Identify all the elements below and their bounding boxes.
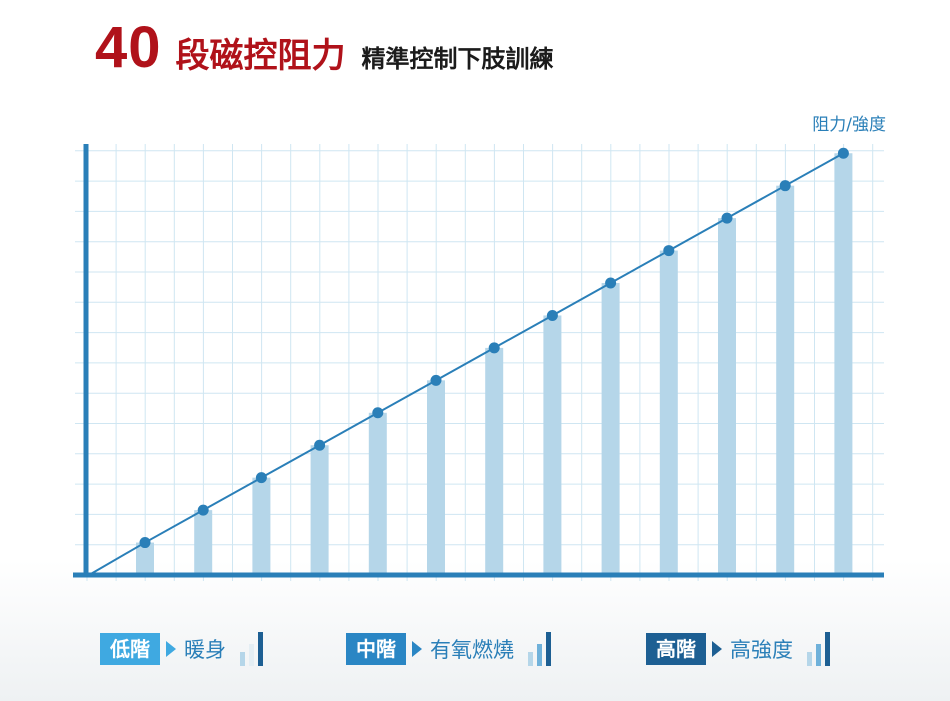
level-bar: [537, 644, 542, 666]
data-point: [663, 245, 675, 257]
data-point: [139, 537, 151, 549]
level-bar: [249, 644, 254, 666]
header: 40 段磁控阻力 精準控制下肢訓練: [95, 14, 554, 84]
legend-tag-mid: 中階: [346, 633, 406, 665]
bar: [427, 380, 445, 575]
bar: [718, 218, 736, 576]
page-title: 段磁控阻力: [175, 36, 346, 76]
level-bar: [546, 632, 551, 666]
data-point: [197, 504, 209, 516]
data-point: [779, 180, 791, 192]
resistance-level-count: 40: [95, 15, 162, 80]
bar: [485, 347, 504, 575]
data-point: [372, 407, 384, 419]
level-bar: [258, 632, 263, 666]
legend-tag-low: 低階: [100, 633, 160, 665]
data-point: [605, 277, 617, 289]
data-point: [837, 147, 849, 159]
arrow-right-icon: [166, 641, 176, 657]
legend-desc-high: 高強度: [730, 638, 793, 662]
bar: [834, 153, 853, 576]
bar: [252, 477, 271, 575]
data-point: [430, 374, 442, 386]
bar: [659, 250, 678, 576]
data-point: [546, 309, 558, 321]
legend-desc-low: 暖身: [184, 638, 226, 662]
legend-tag-high: 高階: [646, 633, 706, 665]
bar: [136, 542, 154, 575]
page-subtitle: 精準控制下肢訓練: [361, 45, 554, 73]
legend-high: 高階 高強度: [646, 631, 830, 667]
level-bar: [816, 644, 821, 666]
level-bars-icon: [240, 632, 263, 666]
data-point: [255, 472, 267, 484]
legend-desc-mid: 有氧燃燒: [430, 638, 514, 662]
level-bar: [528, 652, 533, 666]
bar: [310, 445, 329, 575]
legend-mid: 中階 有氧燃燒: [346, 631, 551, 667]
bar: [194, 510, 213, 575]
bar: [368, 412, 387, 575]
data-point: [488, 342, 500, 354]
trend-line: [88, 152, 844, 576]
level-bar: [807, 652, 812, 666]
level-bars-icon: [807, 632, 830, 666]
level-bar: [825, 632, 830, 666]
arrow-right-icon: [712, 641, 722, 657]
legend-low: 低階 暖身: [100, 631, 263, 667]
bar: [601, 283, 620, 575]
bar: [776, 185, 795, 576]
data-point: [314, 439, 326, 451]
y-axis-label: 阻力/強度: [812, 115, 886, 135]
level-bars-icon: [528, 632, 551, 666]
level-bar: [240, 652, 245, 666]
arrow-right-icon: [412, 641, 422, 657]
bar: [543, 315, 562, 575]
resistance-chart: [73, 144, 884, 581]
data-point: [721, 212, 733, 224]
